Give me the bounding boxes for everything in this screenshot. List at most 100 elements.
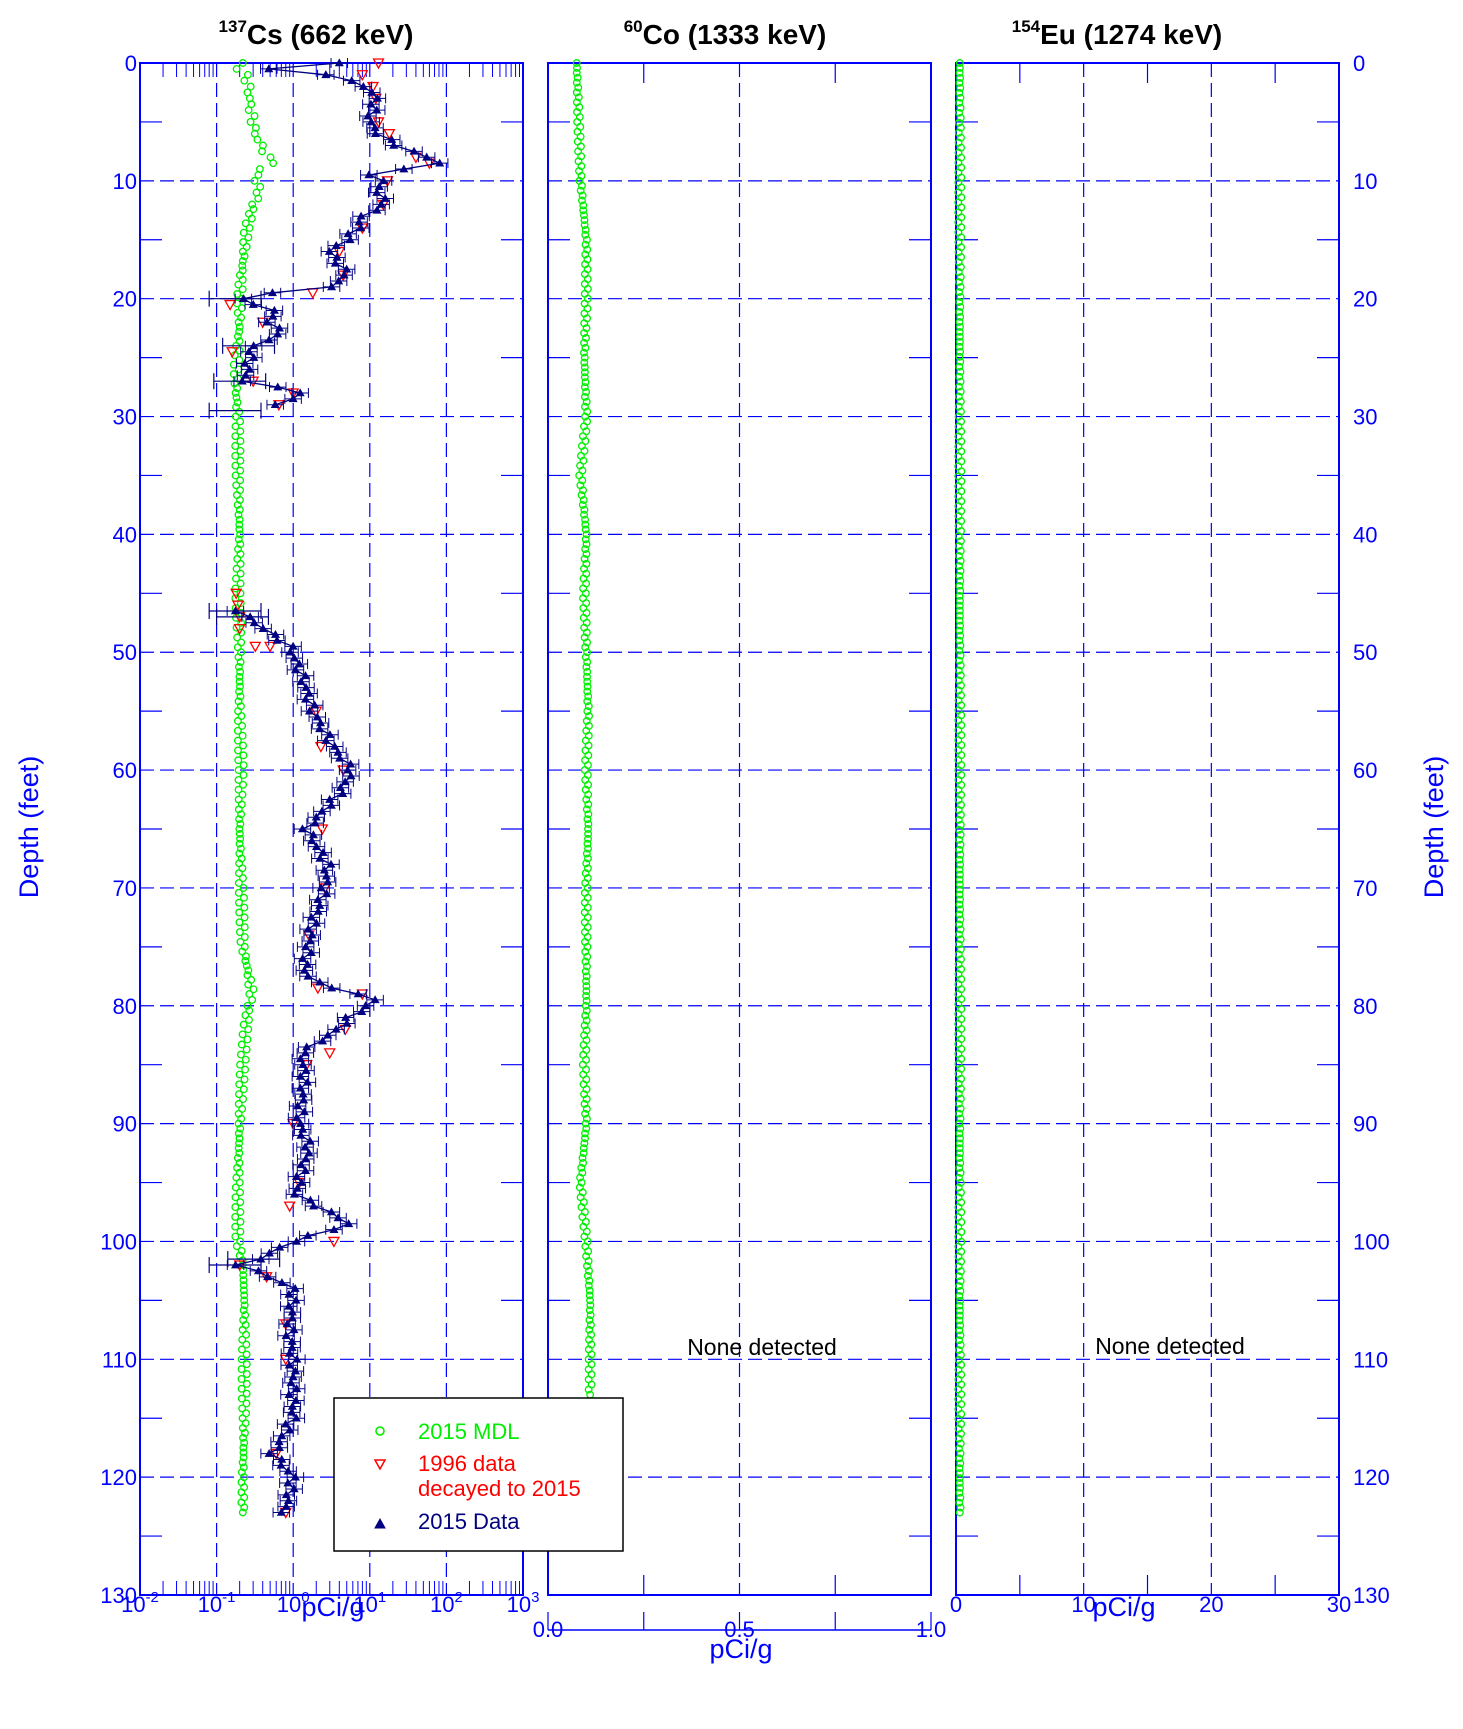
mdl-point [256,182,265,191]
mdl-point [955,1508,964,1517]
mdl-point [231,412,240,421]
data2015-point [263,1272,273,1281]
mdl-point [269,159,278,168]
mdl-point [582,530,591,539]
mdl-point [955,855,964,864]
data2015-point [291,1236,302,1245]
mdl-point [956,322,964,331]
mdl-point [242,1350,251,1359]
mdl-point [955,1336,964,1345]
data1996-point [323,1048,336,1060]
y-tick-label: 130 [100,1583,137,1608]
mdl-point [955,298,964,306]
mdl-point [955,1444,963,1453]
mdl-point [956,621,965,630]
mdl-point [241,957,250,965]
mdl-point [956,547,965,555]
mdl-point [955,616,964,625]
data2015-point [327,983,337,992]
data2015-point [333,747,343,756]
mdl-point [238,247,247,256]
series-mdl-eu154 [954,59,966,1517]
data1996-point [316,824,329,836]
mdl-point [956,73,965,82]
mdl-point [583,952,592,961]
data1996-point [327,1236,341,1248]
mdl-point [955,1306,964,1315]
mdl-point [584,844,592,853]
mdl-point [573,63,581,72]
mdl-point [584,1385,593,1394]
data2015-point [296,1160,306,1169]
mdl-point [954,1346,963,1355]
mdl-point [583,1262,591,1270]
mdl-point [580,221,589,229]
mdl-point [235,1080,244,1089]
x-tick-label-cs137: 102 [430,1589,463,1617]
data2015-point [343,229,353,238]
mdl-point [238,59,247,67]
mdl-point [955,59,964,67]
mdl-point [955,372,964,381]
mdl-point [956,1331,965,1340]
mdl-point [239,1453,248,1462]
mdl-point [956,1321,965,1330]
data2015-point [290,1366,300,1375]
mdl-point [240,893,248,902]
data2015-point [273,382,283,391]
mdl-point [258,147,266,156]
plot-frame-co60 [547,62,932,1596]
mdl-point [234,653,243,662]
mdl-point [236,1050,245,1059]
mdl-point [239,1271,248,1280]
mdl-point [956,313,965,321]
mdl-point [585,1316,594,1324]
mdl-point [236,658,245,667]
mdl-point [585,1291,594,1300]
mdl-point [231,1212,240,1221]
mdl-point [576,1173,585,1182]
mdl-point [238,1404,247,1413]
data2015-point [281,1419,291,1428]
data2015-point [264,335,274,344]
mdl-point [956,397,965,406]
mdl-point [233,500,242,509]
data2015-point [321,70,331,79]
data2015-point [310,700,320,709]
mdl-point [248,995,257,1004]
data2015-point [307,930,317,939]
mdl-point [244,106,253,115]
mdl-point [955,1139,964,1148]
mdl-point [956,377,965,386]
mdl-point [582,977,591,986]
mdl-point [955,900,964,909]
mdl-point [583,1271,592,1280]
data2015-point [344,1219,354,1228]
mdl-point [233,332,242,341]
mdl-point [955,337,964,346]
mdl-point [231,461,240,470]
y-tick-label: 60 [113,758,137,783]
x-tick-label-eu154: 30 [1327,1592,1351,1617]
mdl-point [955,352,964,361]
mdl-point [234,1144,243,1153]
mdl-point [235,505,244,514]
mdl-point [956,915,965,924]
mdl-point [233,384,242,393]
data2015-point [284,1289,294,1298]
mdl-point [581,653,590,662]
mdl-point [585,1286,594,1295]
mdl-point [955,636,964,645]
mdl-point [582,550,591,558]
mdl-point [237,810,246,819]
data2015-point [325,730,335,739]
mdl-point [239,874,247,883]
data2015-point [284,1301,294,1310]
data2015-point [324,246,334,255]
mdl-point [956,1296,965,1305]
legend-marker-1996 [373,1459,387,1471]
mdl-point [235,1134,244,1143]
mdl-point [240,923,249,932]
mdl-point [954,1262,963,1271]
data2015-point [307,836,317,845]
